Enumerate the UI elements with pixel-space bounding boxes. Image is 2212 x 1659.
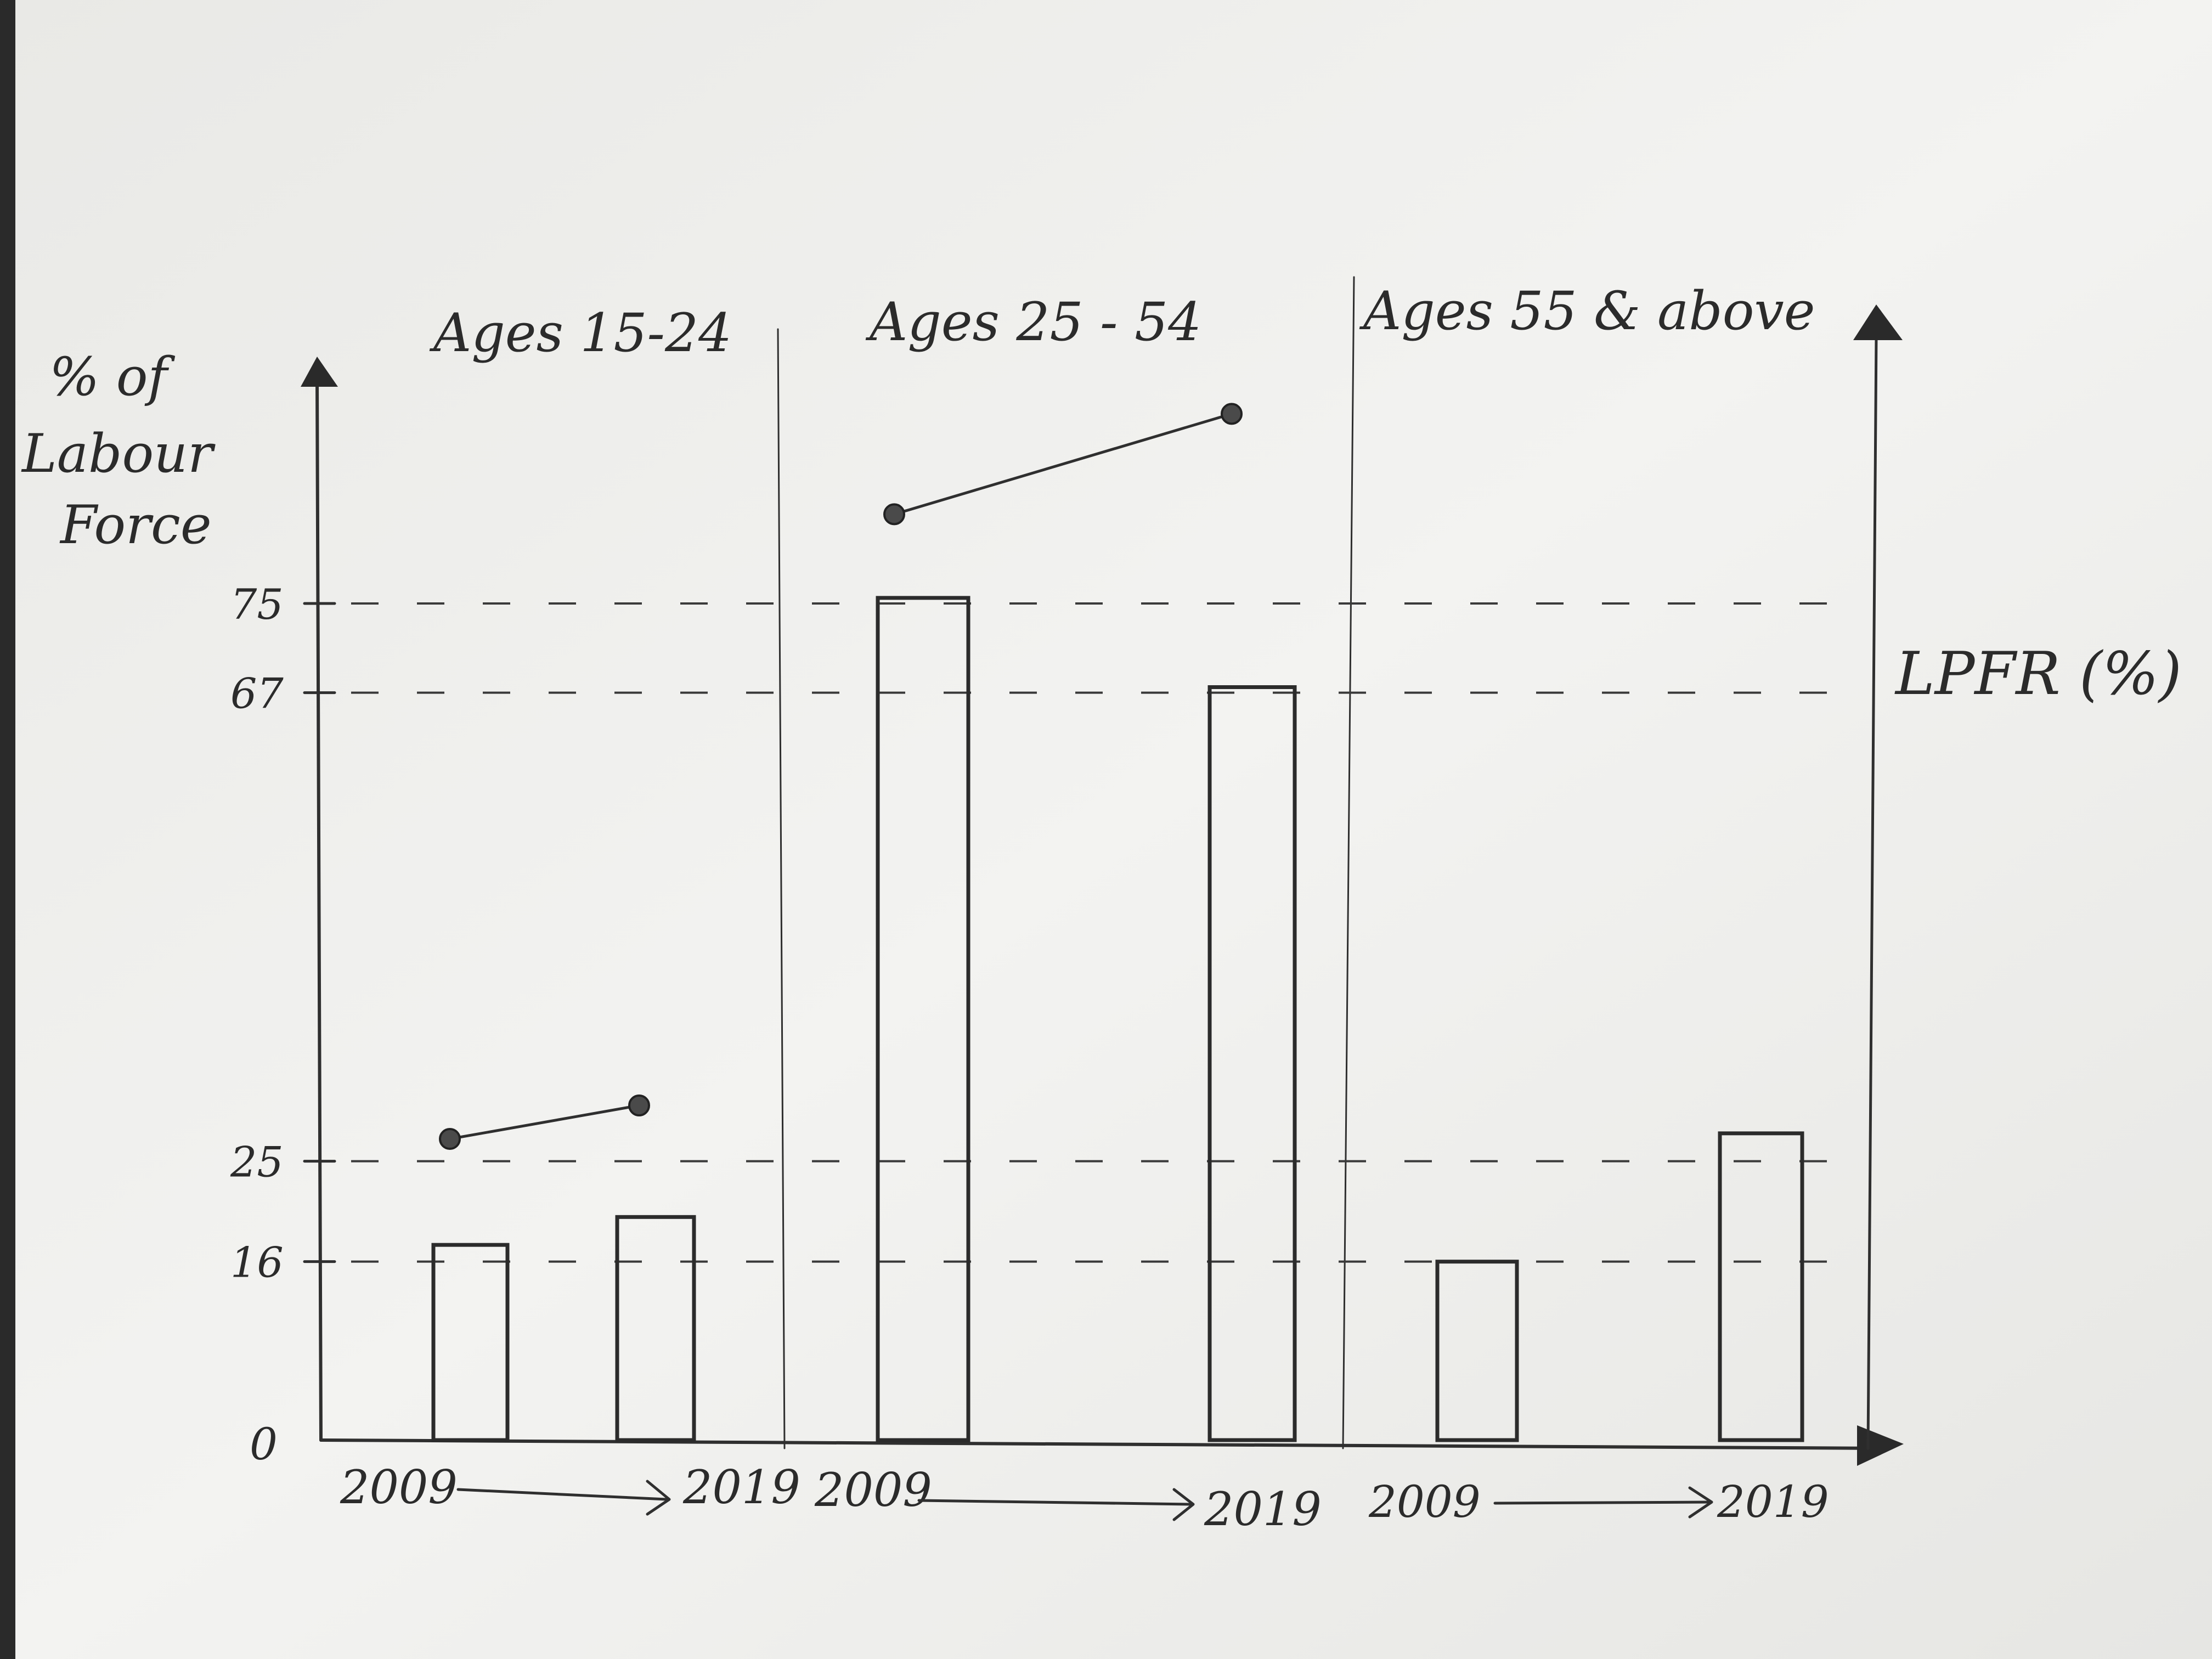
bar-group-1-2009 xyxy=(431,1243,510,1442)
lpfr-point-group-2-2009 xyxy=(883,503,905,526)
y-tick-label-16: 16 xyxy=(230,1238,284,1287)
lpfr-point-group-2-2019 xyxy=(1221,403,1243,425)
group-title-15-24: Ages 15-24 xyxy=(429,302,732,364)
bar-group-3-2009 xyxy=(1435,1260,1519,1442)
group-title-25-54: Ages 25 - 54 xyxy=(865,291,1201,353)
x-axis xyxy=(319,1438,1889,1450)
group-divider-1 xyxy=(777,328,786,1449)
y-tick-label-25: 25 xyxy=(230,1138,284,1187)
lpfr-point-group-1-2019 xyxy=(628,1094,650,1116)
lpfr-point-group-1-2009 xyxy=(439,1128,461,1150)
y-axis-left-arrow xyxy=(301,357,338,387)
bar-group-2-2019 xyxy=(1207,685,1297,1442)
y-tick-label-75: 75 xyxy=(230,580,284,629)
group-1-end-label: 2019 xyxy=(682,1460,800,1514)
y-axis-right-arrow xyxy=(1853,304,1903,340)
group-2-arrow-line xyxy=(917,1499,1192,1506)
bar-group-1-2019 xyxy=(615,1215,696,1442)
group-2-arrow-head xyxy=(1172,1488,1195,1521)
group-3-start-label: 2009 xyxy=(1368,1476,1481,1527)
bars xyxy=(431,596,1804,1442)
y-axis-left xyxy=(315,377,323,1442)
group-1-arrow-head xyxy=(646,1480,671,1516)
lpfr-line-group-2 xyxy=(893,412,1233,516)
y-zero-label: 0 xyxy=(250,1419,278,1470)
y-tick-label-67: 67 xyxy=(230,669,284,718)
group-1-start-label: 2009 xyxy=(340,1460,458,1514)
group-title-55-above: Ages 55 & above xyxy=(1359,280,1815,342)
lpfr-line-group-1 xyxy=(448,1104,641,1141)
y-axis-right xyxy=(1866,336,1878,1450)
y-axis-title: % of Labour Force xyxy=(21,346,229,556)
bar-group-2-2009 xyxy=(876,596,970,1442)
group-3-arrow-line xyxy=(1493,1500,1711,1505)
group-divider-2 xyxy=(1342,276,1355,1449)
group-2-end-label: 2019 xyxy=(1204,1482,1322,1536)
y2-axis-title: LPFR (%) xyxy=(1894,640,2182,708)
bar-group-3-2019 xyxy=(1718,1131,1804,1442)
lpfr-lines xyxy=(439,403,1243,1150)
y-axis-title-line-3: Force xyxy=(59,494,212,556)
group-3-end-label: 2019 xyxy=(1717,1476,1829,1527)
group-1-arrow-line xyxy=(456,1488,668,1501)
y-ticks: 75 67 25 16 xyxy=(230,580,336,1287)
y-axis-title-line-2: Labour xyxy=(21,423,216,484)
group-2-start-label: 2009 xyxy=(814,1463,932,1517)
group-3-arrow-head xyxy=(1688,1486,1713,1519)
reference-lines xyxy=(351,602,1854,1263)
paper-sheet xyxy=(15,0,2212,1659)
y-axis-title-line-1: % of xyxy=(49,346,176,408)
